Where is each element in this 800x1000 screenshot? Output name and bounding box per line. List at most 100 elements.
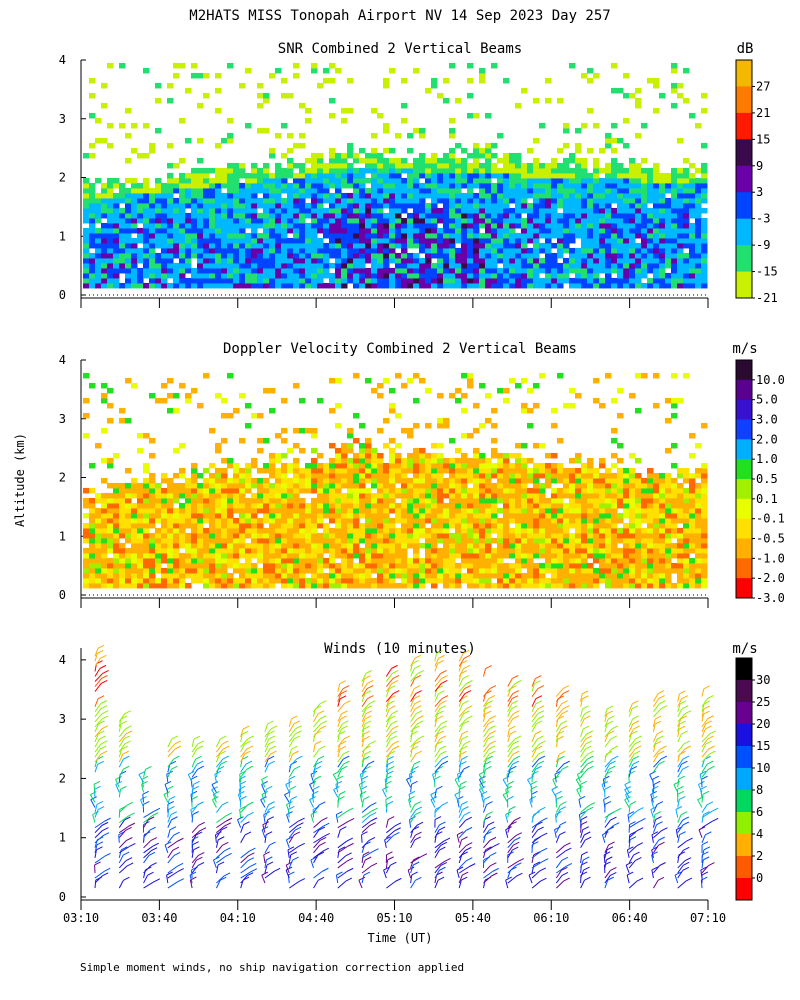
heatmap-cell — [347, 202, 354, 209]
heatmap-cell — [263, 167, 270, 174]
heatmap-cell — [83, 197, 90, 204]
heatmap-cell — [167, 537, 174, 544]
heatmap-cell — [161, 567, 168, 574]
heatmap-cell — [317, 507, 324, 514]
heatmap-cell — [473, 152, 480, 159]
heatmap-cell — [443, 192, 450, 199]
heatmap-cell — [407, 477, 414, 484]
heatmap-cell — [395, 177, 402, 184]
heatmap-cell — [269, 462, 276, 469]
heatmap-cell — [503, 502, 510, 509]
heatmap-cell — [245, 552, 252, 559]
heatmap-cell — [323, 207, 330, 214]
heatmap-cell — [587, 492, 594, 499]
heatmap-cell — [491, 582, 498, 589]
heatmap-cell — [455, 447, 462, 454]
heatmap-cell — [335, 167, 342, 174]
heatmap-cell — [461, 492, 468, 499]
heatmap-cell — [83, 372, 90, 379]
heatmap-cell — [455, 477, 462, 484]
heatmap-cell — [551, 172, 558, 179]
heatmap-cell — [389, 182, 396, 189]
heatmap-cell — [185, 397, 192, 404]
heatmap-cell — [263, 187, 270, 194]
heatmap-cell — [503, 537, 510, 544]
heatmap-cell — [383, 167, 390, 174]
heatmap-cell — [587, 277, 594, 284]
heatmap-cell — [569, 207, 576, 214]
heatmap-cell — [371, 187, 378, 194]
heatmap-cell — [221, 532, 228, 539]
heatmap-cell — [527, 277, 534, 284]
heatmap-cell — [503, 197, 510, 204]
heatmap-cell — [239, 182, 246, 189]
heatmap-cell — [545, 267, 552, 274]
heatmap-cell — [359, 457, 366, 464]
heatmap-cell — [677, 137, 684, 144]
heatmap-cell — [113, 267, 120, 274]
heatmap-cell — [179, 537, 186, 544]
heatmap-cell — [299, 262, 306, 269]
heatmap-cell — [647, 182, 654, 189]
heatmap-cell — [557, 552, 564, 559]
heatmap-cell — [605, 182, 612, 189]
heatmap-cell — [257, 567, 264, 574]
heatmap-cell — [449, 487, 456, 494]
heatmap-cell — [215, 562, 222, 569]
heatmap-cell — [383, 537, 390, 544]
heatmap-cell — [317, 497, 324, 504]
heatmap-cell — [641, 157, 648, 164]
heatmap-cell — [341, 217, 348, 224]
heatmap-cell — [443, 532, 450, 539]
heatmap-cell — [113, 552, 120, 559]
heatmap-cell — [371, 522, 378, 529]
heatmap-cell — [473, 427, 480, 434]
heatmap-cell — [281, 427, 288, 434]
heatmap-cell — [515, 537, 522, 544]
heatmap-cell — [329, 552, 336, 559]
heatmap-cell — [521, 537, 528, 544]
heatmap-cell — [413, 167, 420, 174]
heatmap-cell — [449, 472, 456, 479]
heatmap-cell — [131, 562, 138, 569]
heatmap-cell — [119, 192, 126, 199]
heatmap-cell — [377, 522, 384, 529]
heatmap-cell — [83, 187, 90, 194]
heatmap-cell — [389, 67, 396, 74]
heatmap-cell — [467, 257, 474, 264]
heatmap-cell — [509, 467, 516, 474]
heatmap-cell — [611, 252, 618, 259]
heatmap-cell — [425, 182, 432, 189]
heatmap-cell — [305, 242, 312, 249]
heatmap-cell — [389, 517, 396, 524]
heatmap-cell — [623, 172, 630, 179]
heatmap-cell — [371, 192, 378, 199]
heatmap-cell — [233, 562, 240, 569]
heatmap-cell — [527, 227, 534, 234]
heatmap-cell — [647, 167, 654, 174]
heatmap-cell — [413, 267, 420, 274]
heatmap-cell — [449, 282, 456, 289]
heatmap-cell — [173, 207, 180, 214]
heatmap-cell — [125, 572, 132, 579]
heatmap-cell — [329, 272, 336, 279]
heatmap-cell — [311, 507, 318, 514]
heatmap-cell — [173, 62, 180, 69]
heatmap-cell — [695, 187, 702, 194]
heatmap-cell — [509, 507, 516, 514]
heatmap-cell — [275, 502, 282, 509]
heatmap-cell — [491, 262, 498, 269]
heatmap-cell — [275, 212, 282, 219]
heatmap-cell — [263, 192, 270, 199]
heatmap-cell — [563, 272, 570, 279]
heatmap-cell — [659, 177, 666, 184]
heatmap-cell — [329, 217, 336, 224]
heatmap-cell — [185, 232, 192, 239]
heatmap-cell — [185, 477, 192, 484]
heatmap-cell — [407, 557, 414, 564]
heatmap-cell — [311, 572, 318, 579]
heatmap-cell — [311, 477, 318, 484]
heatmap-cell — [251, 522, 258, 529]
heatmap-cell — [359, 472, 366, 479]
heatmap-cell — [329, 157, 336, 164]
